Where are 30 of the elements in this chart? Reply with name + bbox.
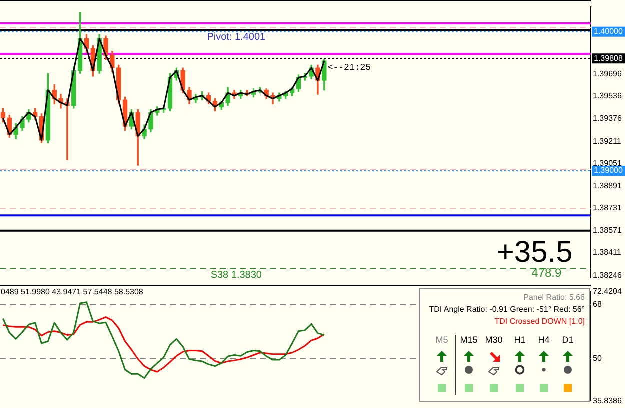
ref-line-label: 1.40000 — [594, 27, 624, 36]
y-tick-label: 1.38731 — [593, 204, 622, 213]
category-label: M5 — [434, 335, 450, 345]
annotation: TDI Crossed DOWN [1.0] — [494, 317, 585, 326]
y-tick-label: 35.8386 — [593, 396, 622, 406]
y-tick-label: 1.39376 — [593, 114, 622, 123]
annotation: <--21:25 — [328, 63, 372, 74]
y-tick-label: 1.39536 — [593, 92, 622, 101]
category-label: D1 — [561, 335, 575, 345]
category-label: M30 — [484, 335, 504, 345]
y-tick-label: 1.38246 — [593, 271, 622, 280]
ref-line-label: 1.39000 — [594, 166, 624, 176]
ref-line-label: 1.39808 — [594, 54, 624, 63]
y-tick-label: 1.38891 — [593, 181, 622, 190]
ref-line-label: Pivot: 1.4001 — [207, 32, 266, 44]
category-label: H4 — [537, 335, 551, 345]
y-tick-label: 1.39696 — [593, 69, 622, 78]
y-tick-label: 68 — [593, 300, 602, 310]
annotation: Panel Ratio: 5.66 — [524, 293, 585, 302]
annotation: 0489 51.9980 43.9471 57.5448 58.5308 — [1, 288, 144, 297]
y-tick-label: 1.39211 — [593, 136, 622, 146]
annotation: TDI Angle Ratio: -0.91 Green: -51° Red: 56° — [429, 305, 585, 314]
category-label: H1 — [513, 335, 527, 345]
category-label: M15 — [459, 335, 479, 345]
y-tick-label: 72.4204 — [593, 287, 622, 296]
y-tick-label: 1.38571 — [593, 226, 622, 235]
y-tick-label: 1.39051 — [593, 159, 622, 168]
ref-line-label: S38 1.3830 — [210, 270, 262, 282]
y-tick-label: 50 — [593, 354, 602, 364]
y-tick-label: 1.38411 — [593, 248, 622, 258]
